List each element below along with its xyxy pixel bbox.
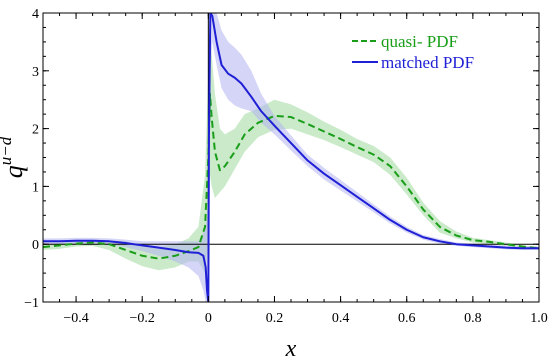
- x-tick-label: 1.0: [530, 311, 548, 326]
- y-tick-label: −1: [24, 296, 39, 311]
- y-axis-ticks: −1 0 1 2 3 4: [24, 7, 539, 311]
- x-axis-label: x: [285, 336, 297, 362]
- y-axis-label-base: q: [0, 165, 28, 178]
- legend-label-matched-pdf: matched PDF: [381, 53, 474, 72]
- x-tick-label: 0.4: [332, 311, 350, 326]
- x-tick-label: 0.8: [464, 311, 482, 326]
- y-axis-label-superscript: u−d: [0, 136, 15, 165]
- line-quasi-pdf: [43, 92, 539, 260]
- y-tick-label: 1: [32, 180, 39, 195]
- x-tick-label: −0.4: [63, 311, 88, 326]
- line-matched-pdf: [43, 13, 539, 302]
- x-tick-label: 0.6: [398, 311, 416, 326]
- y-tick-label: 2: [32, 123, 39, 138]
- y-tick-label: 0: [32, 238, 39, 253]
- x-tick-label: 0.2: [266, 311, 284, 326]
- y-tick-label: 3: [32, 65, 39, 80]
- series-lines: [43, 13, 539, 302]
- legend-label-quasi-pdf: quasi- PDF: [381, 32, 458, 51]
- x-tick-label: −0.2: [129, 311, 154, 326]
- x-axis-ticks: −0.4 −0.2 0 0.2 0.4 0.6 0.8 1.0: [42, 13, 548, 326]
- y-axis-label: qu−d: [0, 136, 28, 178]
- x-tick-label: 0: [205, 311, 212, 326]
- y-tick-label: 4: [32, 7, 39, 22]
- legend: quasi- PDF matched PDF: [352, 32, 474, 72]
